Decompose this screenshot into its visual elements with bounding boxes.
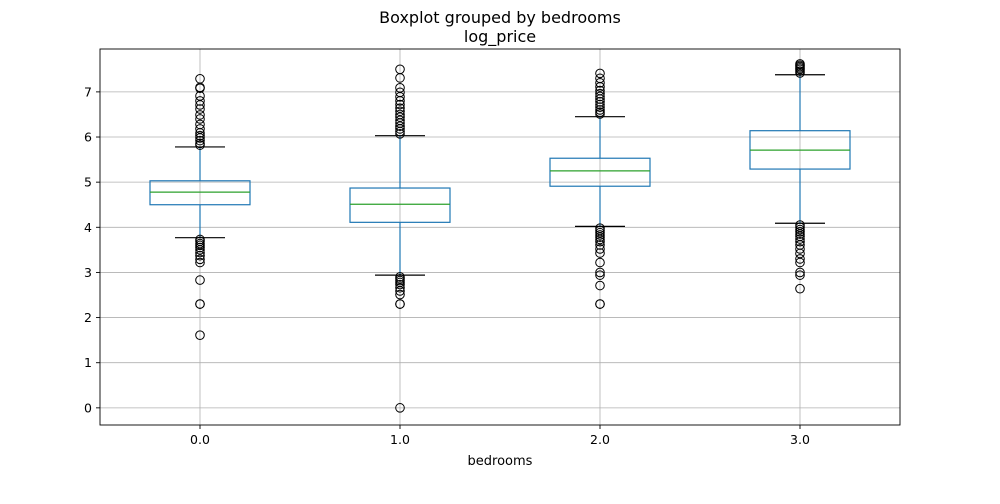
outlier-point [195,245,205,255]
x-tick-label: 0.0 [190,432,210,447]
outlier-point [595,78,605,88]
outlier-point [195,247,205,258]
outlier-point [395,126,405,137]
outlier-point [195,140,205,150]
outlier-point [795,254,805,264]
y-tick-label: 7 [84,84,92,99]
outlier-point [595,232,605,243]
outlier-point [795,257,805,268]
outlier-point [795,267,805,278]
y-tick-label: 0 [84,400,92,415]
outlier-point [195,130,205,141]
outlier-point [595,248,605,258]
outlier-point [395,124,405,134]
box-iqr [149,180,251,206]
outlier-point [395,289,405,300]
outlier-point [195,254,205,265]
x-tick-label: 1.0 [390,432,410,447]
outlier-point [795,68,805,78]
y-tick-label: 3 [84,265,92,280]
y-tick-label: 5 [84,175,92,190]
outlier-point [795,236,805,247]
y-tick-label: 6 [84,130,92,145]
outlier-point [595,280,605,291]
outlier-point [195,83,205,94]
outlier-point [595,230,605,240]
outlier-point [195,104,205,114]
outlier-point [395,73,405,83]
outlier-point [795,234,805,244]
outlier-point [595,234,605,245]
outlier-point [595,102,605,113]
outlier-point [195,100,205,110]
chart-title: log_price [464,27,536,47]
chart-suptitle: Boxplot grouped by bedrooms [379,8,621,27]
outlier-point [595,257,605,268]
outlier-point [795,224,805,235]
x-axis-label: bedrooms [468,454,533,469]
outlier-point [795,244,805,254]
outlier-point [795,227,805,237]
outlier-point [595,82,605,92]
outlier-point [395,92,405,102]
outlier-point [195,330,205,340]
boxes [149,74,851,276]
outlier-point [395,129,405,139]
outlier-point [595,236,605,247]
outlier-point [595,267,605,278]
outlier-point [195,114,205,124]
axes: 0 1 2 3 4 5 6 7 0.0 1.0 2.0 3.0 [84,48,901,447]
y-tick-label: 2 [84,310,92,325]
grid-lines [100,49,900,425]
outlier-point [795,283,805,294]
outlier-point [395,286,405,296]
outlier-point [595,270,605,280]
outlier-point [195,275,205,285]
outlier-point [595,109,605,119]
outlier-point [595,99,605,110]
outlier-point [395,403,405,413]
outlier-point [595,68,605,79]
outlier-point [195,110,205,120]
outlier-point [195,135,205,146]
box-iqr [549,157,651,187]
outlier-point [395,299,405,309]
box-iqr [349,187,451,223]
y-tick-label: 1 [84,355,92,370]
outlier-point [395,121,405,131]
outlier-point [595,105,605,115]
outliers [195,59,805,413]
outlier-point [195,299,205,309]
x-tick-label: 3.0 [790,432,810,447]
outlier-point [195,240,205,251]
outlier-point [595,244,605,254]
outlier-point [395,279,405,290]
y-tick-label: 4 [84,220,92,235]
outlier-point [395,96,405,106]
outlier-point [195,133,205,143]
outlier-point [795,229,805,239]
outlier-point [395,282,405,293]
outlier-point [795,270,805,280]
outlier-point [195,250,205,261]
outlier-point [595,299,605,309]
outlier-point [195,128,205,138]
outlier-point [395,99,405,110]
x-tick-label: 2.0 [590,432,610,447]
outlier-point [195,257,205,268]
axes-frame [99,48,901,426]
